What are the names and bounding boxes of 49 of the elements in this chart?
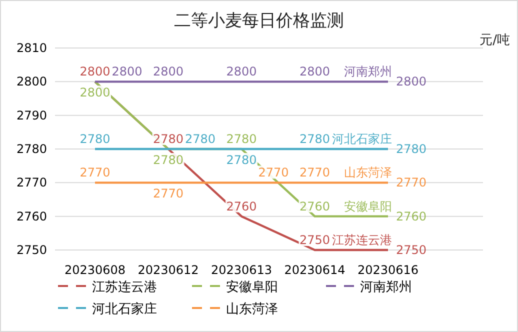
- text: 河南郑州: [344, 64, 392, 79]
- data-label: 2800: [80, 64, 110, 79]
- legend-label: 江苏连云港: [92, 280, 157, 295]
- data-label: 2800: [226, 64, 257, 79]
- data-label: 2770: [152, 186, 184, 201]
- data-label: 2780: [80, 132, 110, 146]
- chart-title: 二等小麦每日价格监测: [174, 11, 344, 30]
- data-label: 2780: [226, 132, 257, 146]
- y-tick-label: 2780: [16, 142, 47, 156]
- data-label: 2800: [299, 64, 330, 79]
- data-label: 2770: [258, 166, 289, 180]
- data-label: 2800: [112, 64, 142, 79]
- x-tick-label: 20230613: [210, 263, 272, 277]
- data-label: 2760: [226, 199, 257, 214]
- data-label: 2780: [152, 153, 184, 167]
- data-label: 2780: [226, 153, 257, 167]
- data-label: 2800: [152, 64, 184, 79]
- data-label: 2750: [396, 243, 427, 257]
- text: 河北石家庄: [332, 132, 392, 146]
- data-label: 2780: [396, 142, 427, 156]
- x-tick-label: 20230612: [138, 263, 199, 277]
- data-label: 2770: [396, 176, 427, 190]
- y-tick-label: 2770: [16, 176, 47, 190]
- y-tick-label: 2790: [16, 108, 47, 122]
- data-label: 2750: [299, 233, 330, 247]
- x-tick-label: 20230616: [357, 263, 419, 277]
- data-label: 2770: [80, 166, 110, 180]
- x-tick-label: 20230608: [64, 263, 126, 277]
- y-tick-label: 2760: [16, 209, 47, 224]
- x-tick-label: 20230614: [284, 263, 346, 277]
- legend-label: 河北石家庄: [92, 301, 157, 317]
- text: 安徽阜阳: [344, 199, 392, 214]
- data-label: 2760: [396, 209, 427, 224]
- data-label: 2770: [299, 166, 330, 180]
- data-label: 2780: [152, 132, 184, 146]
- y-axis-title: 元/吨: [480, 33, 510, 48]
- data-label: 2800: [396, 74, 427, 89]
- legend-label: 山东菏泽: [226, 302, 278, 317]
- text: 山东菏泽: [344, 166, 392, 180]
- data-label: 2800: [80, 86, 110, 100]
- y-tick-label: 2800: [16, 74, 47, 89]
- data-label: 2780: [184, 132, 216, 146]
- y-tick-label: 2810: [16, 41, 47, 55]
- legend-label: 安徽阜阳: [226, 279, 278, 295]
- legend-label: 河南郑州: [360, 280, 412, 295]
- data-label: 2780: [299, 132, 330, 146]
- y-tick-label: 2750: [16, 243, 47, 257]
- text: 江苏连云港: [332, 233, 392, 247]
- data-label: 2760: [299, 199, 330, 214]
